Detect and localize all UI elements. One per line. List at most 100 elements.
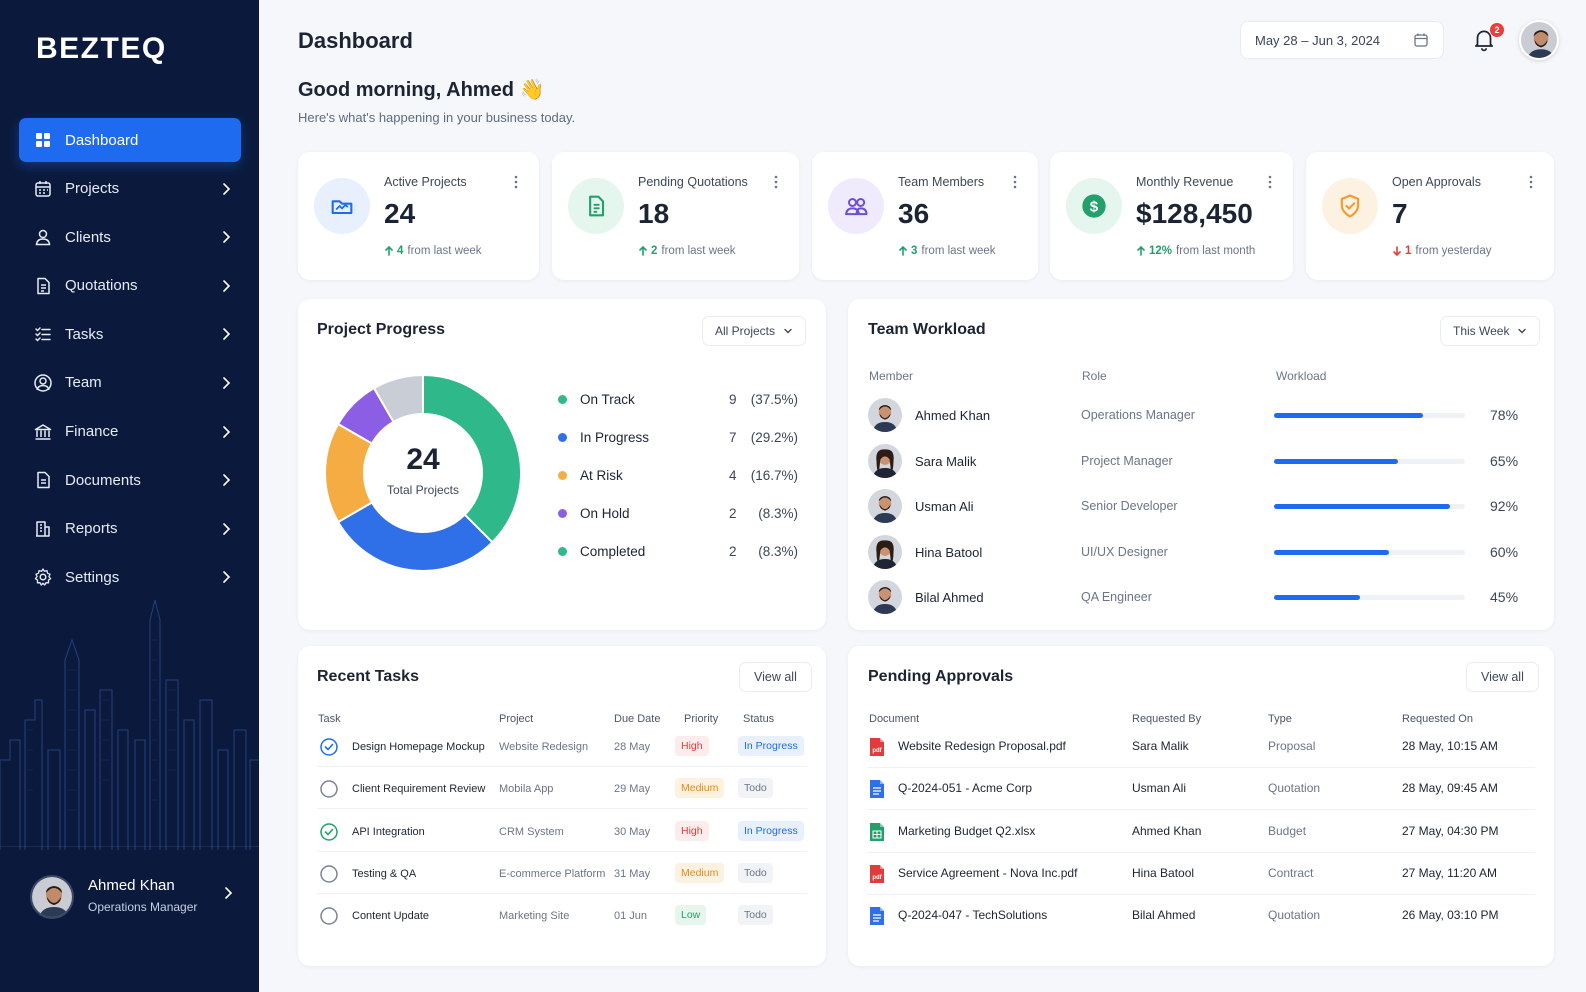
document-icon [37,277,50,295]
date-range-label: May 28 – Jun 3, 2024 [1255,32,1381,48]
workload-row[interactable]: Sara Malik Project Manager 65% [848,443,1548,484]
project-progress-donut [324,373,522,572]
dropdown-value: All Projects [715,324,776,338]
sidebar-item-clients[interactable]: Clients [19,215,241,259]
row-divider [867,809,1535,811]
document-type: Quotation [1268,908,1321,923]
column-header: Requested On [1402,713,1473,725]
sidebar-item-label: Clients [65,228,111,246]
sidebar-item-tasks[interactable]: Tasks [19,312,241,356]
kpi-card-monthly-revenue: $ Monthly Revenue $128,450 12% from last… [1050,152,1293,280]
donut-slice-on-track[interactable] [422,373,522,544]
workload-bar [1274,504,1465,509]
kpi-change-value: 1 [1405,245,1412,257]
kpi-change: 4 from last week [384,245,482,257]
calendar-icon [35,180,51,197]
workload-filter-dropdown[interactable]: This Week [1440,316,1541,346]
workload-row[interactable]: Usman Ali Senior Developer 92% [848,489,1548,529]
sidebar-item-finance[interactable]: Finance [19,410,241,454]
svg-text:$: $ [1090,198,1099,215]
table-row[interactable]: Client Requirement Review Mobila App 29 … [298,775,826,817]
table-row[interactable]: Q-2024-047 - TechSolutions Bilal Ahmed Q… [848,903,1554,945]
chevron-right-icon [223,377,231,389]
sidebar-user-name: Ahmed Khan [88,877,175,894]
workload-bar-fill [1274,504,1450,509]
kpi-value: 36 [898,198,930,229]
status-badge: Todo [738,905,773,926]
kpi-icon-badge [1322,178,1378,234]
legend-item: At Risk 4 (16.7%) [558,468,798,483]
card-title: Project Progress [317,321,446,338]
bell-icon[interactable] [1471,26,1497,52]
legend-label: On Track [580,392,635,407]
legend-count: 7 [729,430,737,445]
kpi-change-value: 2 [651,245,658,257]
donut-slice-in-progress[interactable] [336,501,494,572]
card-title: Team Workload [868,321,986,338]
document-name: Service Agreement - Nova Inc.pdf [898,865,1078,880]
project-filter-dropdown[interactable]: All Projects [702,316,807,346]
circle-icon[interactable] [320,907,338,925]
date-range-picker[interactable]: May 28 – Jun 3, 2024 [1240,21,1444,59]
notification-badge: 2 [1490,23,1504,37]
member-role: Project Manager [1081,453,1173,468]
check-circle-icon[interactable] [320,822,338,841]
table-row[interactable]: pdf Website Redesign Proposal.pdf Sara M… [848,734,1554,776]
workload-row[interactable]: Ahmed Khan Operations Manager 78% [848,398,1548,438]
page-title: Dashboard [298,28,413,53]
workload-row[interactable]: Hina Batool UI/UX Designer 60% [848,534,1548,575]
legend-percent: (8.3%) [758,506,798,521]
circle-icon[interactable] [320,780,338,799]
view-all-tasks-button[interactable]: View all [739,662,812,692]
avatar [868,489,902,523]
sidebar-item-reports[interactable]: Reports [19,507,241,551]
more-options-icon[interactable] [1008,174,1022,190]
kpi-change: 1 from yesterday [1392,245,1491,257]
kpi-value: 18 [638,198,670,229]
legend-count: 2 [729,506,737,521]
more-options-icon[interactable] [1263,174,1277,190]
legend-label: At Risk [580,468,623,483]
view-all-approvals-button[interactable]: View all [1466,662,1539,692]
legend-dot [558,547,567,556]
member-name: Sara Malik [915,453,977,469]
task-project: Mobila App [499,783,554,796]
table-row[interactable]: Marketing Budget Q2.xlsx Ahmed Khan Budg… [848,819,1554,861]
sidebar: BEZTEQ Dashboard Projects Clients Quotat… [0,0,259,992]
user-avatar[interactable] [1519,20,1559,60]
sidebar-user-card[interactable]: Ahmed Khan Operations Manager [0,846,259,992]
legend-item: Completed 2 (8.3%) [558,544,798,559]
member-name: Ahmed Khan [915,408,991,423]
more-options-icon[interactable] [769,174,783,190]
kpi-card-team-members: Team Members 36 3 from last week [812,152,1038,280]
arrow-up-icon [899,245,907,256]
donut-slice-completed[interactable] [372,373,424,424]
workload-row[interactable]: Bilal Ahmed QA Engineer 45% [848,580,1548,620]
sidebar-item-settings[interactable]: Settings [19,555,241,599]
table-row[interactable]: Design Homepage Mockup Website Redesign … [298,733,826,775]
member-role: UI/UX Designer [1081,544,1168,559]
sidebar-item-projects[interactable]: Projects [19,167,241,211]
more-options-icon[interactable] [509,174,523,190]
circle-icon[interactable] [320,865,338,883]
sidebar-item-dashboard[interactable]: Dashboard [19,118,241,162]
sidebar-item-documents[interactable]: Documents [19,458,241,502]
table-row[interactable]: Q-2024-051 - Acme Corp Usman Ali Quotati… [848,776,1554,818]
more-options-icon[interactable] [1524,174,1538,190]
sidebar-item-team[interactable]: Team [19,361,241,405]
sidebar-item-label: Tasks [65,325,104,343]
sidebar-item-label: Finance [65,423,119,441]
kpi-card-active-projects: Active Projects 24 4 from last week [298,152,539,280]
table-row[interactable]: Content Update Marketing Site 01 Jun Low… [298,902,826,944]
priority-badge: High [675,820,709,841]
pending-approvals-card: Pending Approvals View all Document Requ… [848,646,1554,966]
chevron-down-icon [1518,328,1527,334]
table-row[interactable]: API Integration CRM System 30 May High I… [298,818,826,860]
kpi-value: 7 [1392,198,1408,229]
pdf-file-icon: pdf [870,738,884,756]
table-row[interactable]: Testing & QA E-commerce Platform 31 May … [298,860,826,902]
sidebar-item-quotations[interactable]: Quotations [19,264,241,308]
check-circle-icon[interactable] [320,738,338,756]
avatar [868,398,902,432]
table-row[interactable]: pdf Service Agreement - Nova Inc.pdf Hin… [848,861,1554,903]
